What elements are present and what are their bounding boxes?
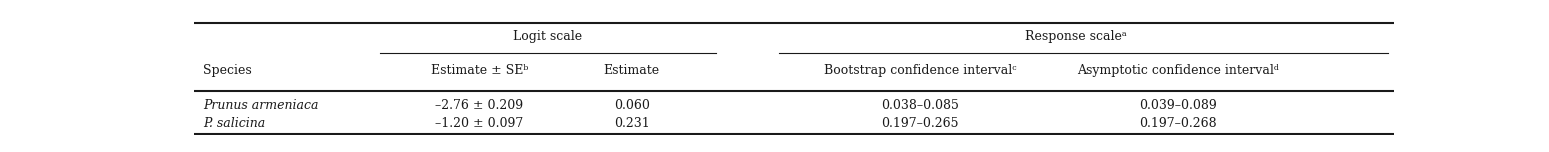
Text: Bootstrap confidence intervalᶜ: Bootstrap confidence intervalᶜ [824, 64, 1016, 77]
Text: Response scaleᵃ: Response scaleᵃ [1025, 30, 1126, 43]
Text: 0.231: 0.231 [613, 117, 649, 130]
Text: Logit scale: Logit scale [513, 30, 582, 43]
Text: –1.20 ± 0.097: –1.20 ± 0.097 [435, 117, 524, 130]
Text: 0.197–0.268: 0.197–0.268 [1139, 117, 1218, 130]
Text: 0.039–0.089: 0.039–0.089 [1139, 99, 1218, 112]
Text: 0.197–0.265: 0.197–0.265 [881, 117, 959, 130]
Text: Estimate: Estimate [604, 64, 660, 77]
Text: Asymptotic confidence intervalᵈ: Asymptotic confidence intervalᵈ [1077, 64, 1279, 77]
Text: Species: Species [203, 64, 252, 77]
Text: 0.038–0.085: 0.038–0.085 [881, 99, 959, 112]
Text: –2.76 ± 0.209: –2.76 ± 0.209 [435, 99, 524, 112]
Text: Estimate ± SEᵇ: Estimate ± SEᵇ [431, 64, 528, 77]
Text: Prunus armeniaca: Prunus armeniaca [203, 99, 319, 112]
Text: P. salicina: P. salicina [203, 117, 265, 130]
Text: 0.060: 0.060 [613, 99, 649, 112]
